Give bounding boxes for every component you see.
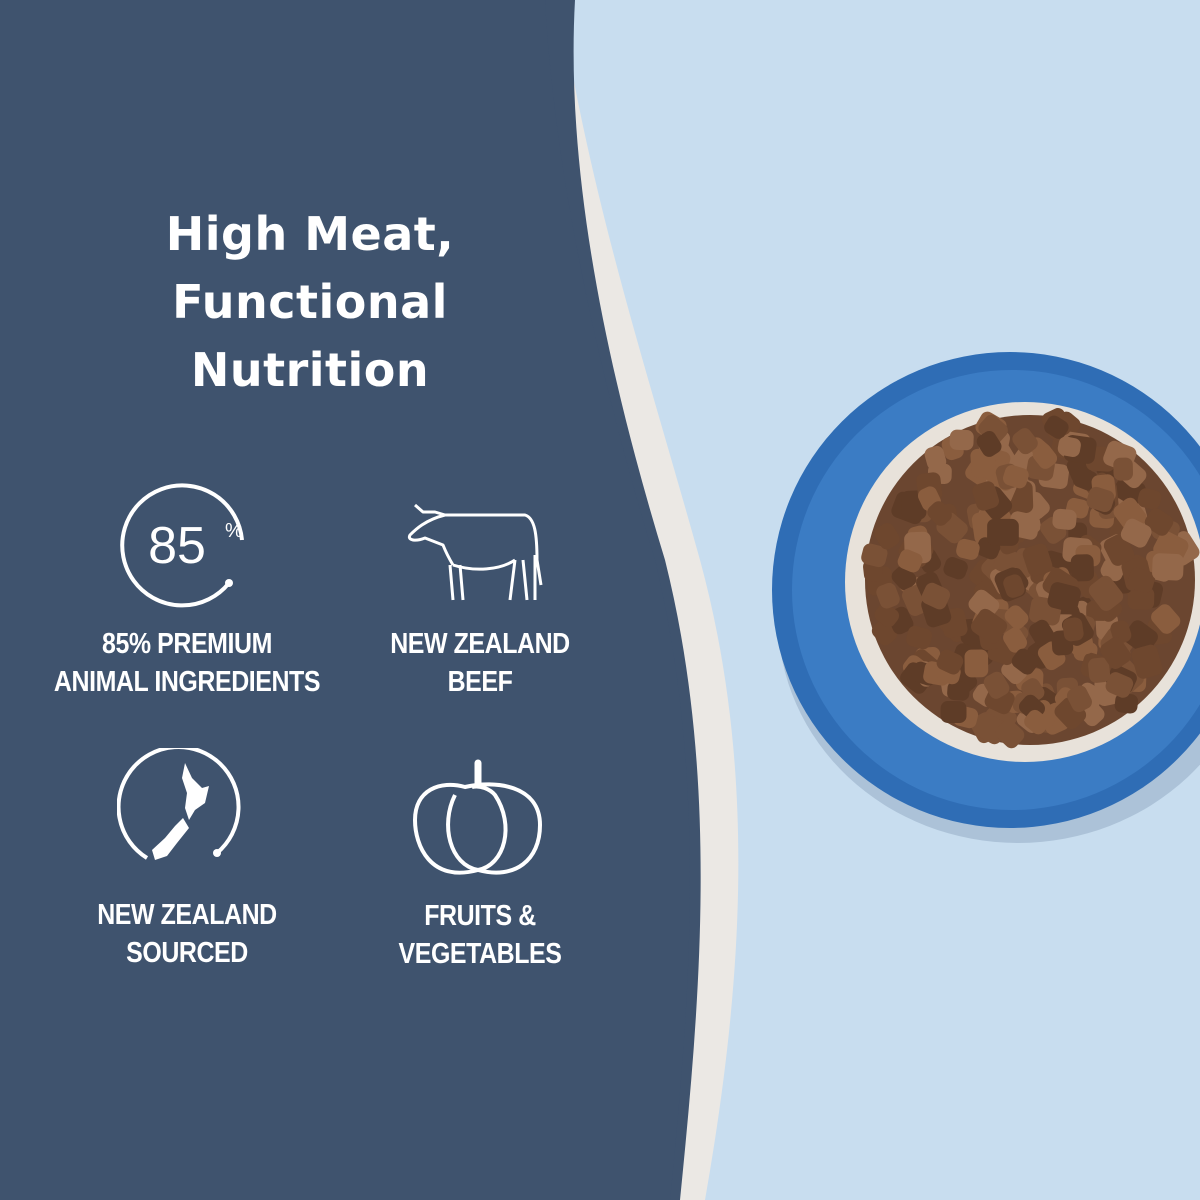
new-zealand-map-icon — [117, 748, 241, 860]
kibble-piece — [1029, 619, 1055, 647]
title-line-3: Nutrition — [190, 343, 430, 397]
kibble-piece — [1086, 486, 1115, 513]
kibble-piece — [1002, 465, 1029, 489]
85-percent-circle-icon: 85 % — [120, 483, 244, 608]
kibble-piece — [976, 430, 1002, 457]
kibble-piece — [1072, 467, 1098, 491]
kibble-piece — [921, 582, 951, 610]
kibble-piece — [1103, 533, 1135, 566]
kibble-piece — [1022, 543, 1053, 577]
feature-label-line: ANIMAL INGREDIENTS — [53, 666, 321, 698]
kibble-piece — [956, 538, 980, 560]
kibble-piece — [906, 625, 933, 650]
kibble-piece — [1052, 508, 1077, 530]
kibble-piece — [874, 603, 900, 628]
feature-label-line: FRUITS & — [424, 900, 536, 932]
kibble-piece — [1127, 567, 1156, 593]
kibble-piece — [1144, 508, 1174, 536]
kibble-piece — [1066, 685, 1092, 713]
title-line-1: High Meat, — [165, 207, 455, 261]
kibble-piece — [970, 608, 1008, 644]
feature-nz-beef: NEW ZEALAND BEEF — [315, 490, 645, 701]
kibble-piece — [1113, 457, 1133, 481]
kibble-piece — [943, 557, 968, 580]
title-line-2: Functional — [172, 275, 448, 329]
kibble-piece — [861, 543, 888, 568]
kibble-piece — [1151, 604, 1181, 634]
kibble-piece — [1057, 436, 1081, 458]
kibble-piece — [1127, 587, 1155, 610]
kibble-piece — [876, 582, 900, 609]
kibble-piece — [1044, 415, 1069, 439]
kibble-piece — [897, 549, 923, 573]
kibble-piece — [1131, 644, 1163, 679]
kibble-piece — [983, 671, 1010, 699]
kibble-piece — [995, 719, 1025, 749]
kibble-piece — [949, 429, 974, 451]
kibble-piece — [1012, 428, 1038, 455]
kibble-piece — [1003, 627, 1028, 653]
badge-number: 85 — [148, 517, 206, 575]
kibble-piece — [1088, 575, 1124, 611]
kibble-piece — [1152, 553, 1184, 581]
food-bowl-image — [772, 352, 1200, 843]
badge-unit: % — [225, 520, 243, 542]
feature-label-line: 85% PREMIUM — [102, 628, 272, 660]
cow-icon — [407, 503, 543, 601]
kibble-piece — [964, 649, 989, 678]
feature-label-line: BEEF — [447, 666, 513, 698]
feature-label-line: SOURCED — [126, 937, 248, 969]
kibble-piece — [947, 681, 970, 701]
feature-label-line: VEGETABLES — [398, 938, 562, 970]
kibble-piece — [1011, 648, 1039, 675]
kibble-piece — [940, 701, 967, 724]
kibble-piece — [1032, 443, 1058, 469]
feature-nz-sourced: NEW ZEALAND SOURCED — [22, 748, 352, 972]
kibble-piece — [1100, 637, 1132, 669]
kibble-piece — [1137, 488, 1162, 510]
kibble-piece — [1114, 693, 1139, 714]
kibble-piece — [1062, 617, 1084, 642]
kibble-piece — [1047, 582, 1081, 613]
kibble-piece — [1088, 657, 1111, 683]
kibble-piece — [936, 649, 964, 675]
kibble-piece — [1070, 554, 1094, 582]
pumpkin-icon — [412, 759, 543, 875]
feature-label-line: NEW ZEALAND — [390, 628, 570, 660]
kibble-piece — [1003, 574, 1025, 598]
feature-premium-animal-ingredients: 85 % 85% PREMIUM ANIMAL INGREDIENTS — [22, 475, 352, 701]
page-title: High Meat, Functional Nutrition — [60, 200, 560, 404]
kibble-piece — [874, 522, 900, 550]
kibble-piece — [927, 501, 952, 526]
kibble-piece — [1024, 709, 1050, 735]
kibble-piece — [972, 481, 1000, 511]
feature-label-line: NEW ZEALAND — [97, 899, 277, 931]
kibble-piece — [987, 518, 1019, 546]
feature-fruits-vegetables: FRUITS & VEGETABLES — [315, 755, 645, 973]
kibble-piece — [1120, 518, 1152, 548]
kibble-piece — [1105, 672, 1134, 698]
kibble-piece — [1004, 605, 1029, 630]
